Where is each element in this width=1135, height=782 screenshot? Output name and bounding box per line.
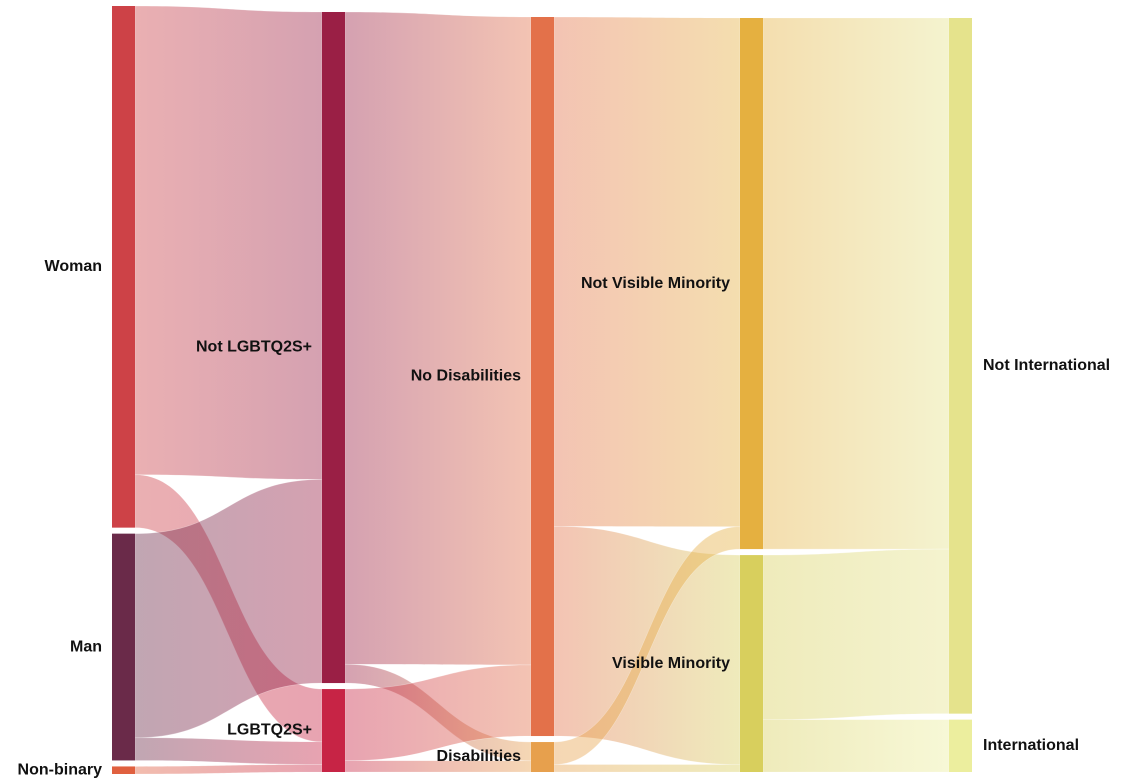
node-woman <box>112 6 135 528</box>
node-lgbt <box>322 689 345 772</box>
node-notvm <box>740 18 763 550</box>
node-label-notlgbt: Not LGBTQ2S+ <box>196 339 312 356</box>
node-label-notvm: Not Visible Minority <box>581 275 730 292</box>
node-label-notintl: Not International <box>983 357 1110 374</box>
link-notlgbt-to-nodis <box>344 11 532 666</box>
link-vm-to-intl <box>762 719 950 773</box>
link-man-to-lgbt <box>134 737 323 765</box>
node-nodis <box>531 17 554 737</box>
node-man <box>112 533 135 761</box>
sankey-links <box>134 5 950 775</box>
sankey-nodes <box>112 6 972 774</box>
link-notvm-to-notintl <box>762 17 950 550</box>
link-dis-to-vm <box>553 764 741 773</box>
node-notlgbt <box>322 12 345 684</box>
link-woman-to-notlgbt <box>134 5 323 480</box>
node-notintl <box>949 18 972 714</box>
node-vm <box>740 555 763 772</box>
link-nodis-to-notvm <box>553 16 741 527</box>
link-nonbinary-to-lgbt <box>134 764 323 775</box>
node-dis <box>531 742 554 772</box>
sankey-labels: Woman Man Non-binary Not LGBTQ2S+ LGBTQ2S+ No… <box>18 258 1111 778</box>
node-label-vm: Visible Minority <box>612 655 730 672</box>
link-vm-to-notintl <box>762 548 950 720</box>
node-label-intl: International <box>983 737 1079 754</box>
node-label-man: Man <box>70 638 102 655</box>
node-label-nodis: No Disabilities <box>411 368 521 385</box>
node-label-nonbinary: Non-binary <box>18 761 103 778</box>
node-label-dis: Disabilities <box>437 748 522 765</box>
node-intl <box>949 719 972 772</box>
node-nonbinary <box>112 766 135 774</box>
node-label-lgbt: LGBTQ2S+ <box>227 722 312 739</box>
node-label-woman: Woman <box>45 258 102 275</box>
